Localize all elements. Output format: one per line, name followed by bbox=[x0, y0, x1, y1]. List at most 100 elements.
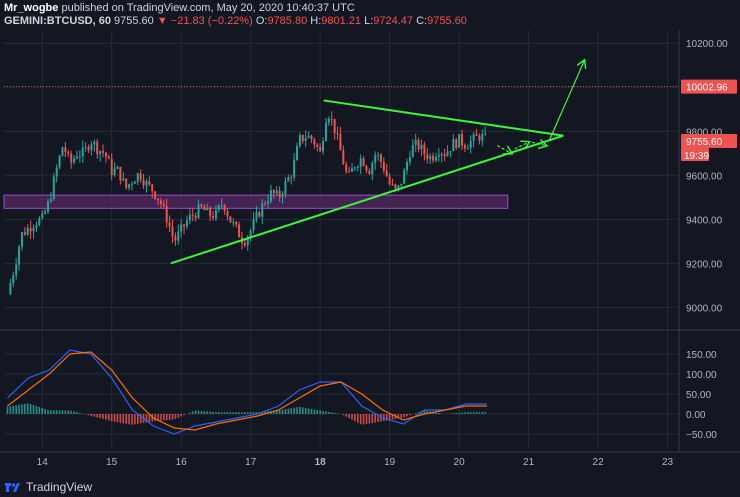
candle-up bbox=[12, 275, 15, 284]
macd-histogram-bar bbox=[26, 403, 29, 414]
macd-histogram-bar bbox=[29, 404, 32, 414]
macd-pane[interactable] bbox=[6, 349, 487, 435]
price-tick-label: 9800.00 bbox=[686, 127, 723, 138]
target-price-label-bg bbox=[681, 79, 737, 94]
projection-arrow bbox=[514, 142, 529, 149]
macd-histogram-bar bbox=[58, 410, 61, 414]
macd-histogram-bar bbox=[461, 412, 463, 414]
candle-up bbox=[429, 155, 432, 160]
candle-down bbox=[391, 184, 394, 186]
macd-histogram-bar bbox=[273, 410, 275, 414]
candle-up bbox=[214, 209, 217, 219]
macd-histogram-bar bbox=[313, 409, 316, 414]
macd-histogram-bar bbox=[200, 410, 203, 414]
candle-up bbox=[78, 156, 81, 158]
candle-up bbox=[81, 147, 84, 157]
candle-down bbox=[336, 133, 339, 135]
candle-down bbox=[258, 212, 261, 217]
candle-down bbox=[301, 135, 304, 141]
candle-up bbox=[188, 214, 191, 221]
macd-histogram-bar bbox=[67, 410, 70, 414]
candle-down bbox=[432, 155, 435, 161]
macd-histogram-bar bbox=[197, 410, 200, 414]
candle-up bbox=[322, 140, 325, 152]
candle-down bbox=[272, 190, 275, 194]
macd-histogram-bar bbox=[316, 409, 319, 414]
candle-down bbox=[212, 216, 215, 219]
macd-histogram-bar bbox=[264, 411, 266, 414]
candle-down bbox=[159, 200, 162, 204]
macd-histogram-bar bbox=[47, 410, 49, 414]
candle-down bbox=[388, 176, 391, 185]
candle-down bbox=[264, 203, 267, 205]
symbol-label[interactable]: GEMINI:BTCUSD, 60 bbox=[4, 15, 111, 27]
candle-up bbox=[99, 151, 102, 155]
macd-histogram-bar bbox=[41, 408, 44, 414]
macd-histogram-bar bbox=[377, 414, 379, 422]
macd-histogram-bar bbox=[301, 407, 304, 414]
candle-down bbox=[461, 134, 464, 146]
candle-up bbox=[73, 158, 76, 163]
candle-up bbox=[469, 140, 472, 149]
candle-down bbox=[104, 152, 107, 157]
candle-up bbox=[377, 154, 380, 156]
candle-up bbox=[255, 212, 258, 220]
candle-up bbox=[397, 185, 400, 189]
macd-histogram-bar bbox=[380, 414, 382, 422]
candle-down bbox=[168, 222, 171, 227]
candle-down bbox=[382, 161, 385, 171]
macd-histogram-bar bbox=[194, 410, 197, 414]
candle-down bbox=[194, 215, 197, 218]
candle-up bbox=[246, 236, 249, 246]
macd-histogram-bar bbox=[467, 412, 469, 414]
macd-tick-label: 100.00 bbox=[686, 370, 717, 381]
candle-down bbox=[330, 118, 333, 120]
candle-up bbox=[35, 224, 38, 228]
macd-histogram-bar bbox=[400, 414, 403, 418]
macd-histogram-bar bbox=[52, 410, 55, 414]
candle-down bbox=[365, 165, 368, 171]
candle-up bbox=[47, 201, 50, 212]
macd-histogram-bar bbox=[432, 411, 434, 414]
candle-down bbox=[174, 236, 177, 241]
macd-histogram-bar bbox=[15, 405, 17, 414]
author-name[interactable]: Mr_wogbe bbox=[4, 2, 59, 14]
macd-histogram-bar bbox=[255, 412, 258, 414]
candle-up bbox=[440, 154, 443, 156]
macd-histogram-bar bbox=[189, 412, 191, 414]
candle-up bbox=[75, 156, 78, 159]
high-label: H: bbox=[310, 15, 322, 27]
candle-down bbox=[29, 227, 32, 232]
macd-histogram-bar bbox=[423, 410, 426, 414]
macd-histogram-bar bbox=[472, 412, 475, 414]
macd-histogram-bar bbox=[148, 414, 151, 422]
candle-down bbox=[102, 151, 105, 153]
candle-up bbox=[197, 204, 200, 218]
candle-down bbox=[475, 134, 478, 136]
trend-drawings[interactable] bbox=[4, 61, 678, 265]
candle-down bbox=[310, 135, 313, 140]
projection-arrow bbox=[531, 142, 546, 145]
candle-up bbox=[252, 219, 255, 231]
candle-down bbox=[223, 204, 226, 212]
macd-histogram-bar bbox=[278, 410, 281, 414]
macd-histogram-bar bbox=[325, 411, 327, 414]
candle-down bbox=[394, 184, 397, 189]
candle-up bbox=[287, 177, 290, 182]
macd-histogram-bar bbox=[209, 411, 211, 414]
macd-histogram-bar bbox=[478, 412, 481, 414]
tradingview-footer[interactable]: TradingView bbox=[4, 480, 92, 494]
candle-up bbox=[61, 147, 64, 156]
macd-histogram-bar bbox=[220, 412, 223, 414]
candle-down bbox=[125, 178, 128, 188]
high-value: 9801.21 bbox=[321, 15, 362, 27]
macd-histogram-bar bbox=[284, 409, 287, 414]
macd-histogram-bar bbox=[307, 408, 310, 414]
time-tick-label: 17 bbox=[245, 457, 257, 468]
chart-canvas[interactable]: 9000.009200.009400.009600.009800.0010000… bbox=[0, 0, 740, 478]
macd-histogram-bar bbox=[261, 411, 264, 414]
candle-down bbox=[443, 154, 446, 157]
macd-histogram-bar bbox=[249, 412, 252, 414]
triangle-upper-line bbox=[323, 99, 564, 137]
time-tick-label: 20 bbox=[454, 457, 466, 468]
